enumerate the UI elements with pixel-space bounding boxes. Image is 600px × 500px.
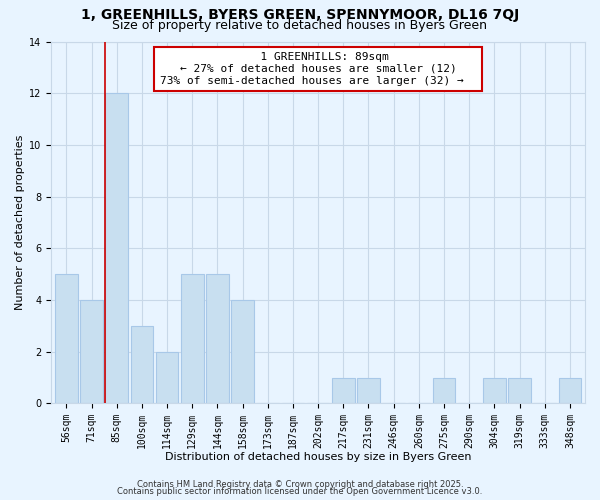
- Bar: [483, 378, 506, 404]
- Bar: [206, 274, 229, 404]
- Bar: [231, 300, 254, 404]
- Bar: [433, 378, 455, 404]
- Bar: [156, 352, 178, 404]
- Text: Size of property relative to detached houses in Byers Green: Size of property relative to detached ho…: [113, 18, 487, 32]
- Bar: [106, 93, 128, 404]
- Bar: [332, 378, 355, 404]
- Text: 1 GREENHILLS: 89sqm
← 27% of detached houses are smaller (12)
73% of semi-detach: 1 GREENHILLS: 89sqm ← 27% of detached ho…: [160, 52, 477, 86]
- X-axis label: Distribution of detached houses by size in Byers Green: Distribution of detached houses by size …: [165, 452, 472, 462]
- Bar: [508, 378, 531, 404]
- Y-axis label: Number of detached properties: Number of detached properties: [15, 134, 25, 310]
- Bar: [55, 274, 77, 404]
- Bar: [357, 378, 380, 404]
- Bar: [80, 300, 103, 404]
- Text: 1, GREENHILLS, BYERS GREEN, SPENNYMOOR, DL16 7QJ: 1, GREENHILLS, BYERS GREEN, SPENNYMOOR, …: [81, 8, 519, 22]
- Bar: [131, 326, 153, 404]
- Bar: [559, 378, 581, 404]
- Text: Contains HM Land Registry data © Crown copyright and database right 2025.: Contains HM Land Registry data © Crown c…: [137, 480, 463, 489]
- Bar: [181, 274, 203, 404]
- Text: Contains public sector information licensed under the Open Government Licence v3: Contains public sector information licen…: [118, 487, 482, 496]
